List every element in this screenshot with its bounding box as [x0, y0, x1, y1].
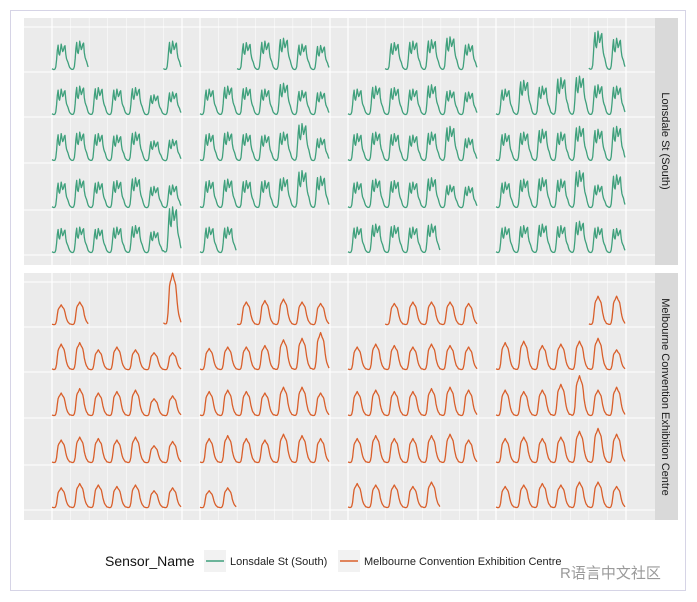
- day-series-line: [51, 131, 182, 162]
- strip-label-mcec: Melbourne Convention Exhibition Centre: [659, 298, 671, 496]
- day-series-line: [495, 375, 626, 417]
- day-series-line: [199, 82, 330, 116]
- day-series-line: [384, 301, 478, 326]
- day-series-line: [51, 436, 182, 464]
- day-series-line: [347, 84, 478, 116]
- plot-frame: [10, 10, 686, 591]
- day-series-line: [495, 337, 626, 371]
- legend-label-lonsdale: Lonsdale St (South): [230, 556, 327, 568]
- panel-background: [24, 273, 655, 520]
- day-series-line: [199, 226, 237, 254]
- day-series-line: [51, 301, 89, 326]
- day-series-line: [199, 386, 330, 417]
- day-series-line: [199, 169, 330, 209]
- day-series-line: [199, 433, 330, 464]
- day-series-line: [199, 331, 330, 371]
- day-series-line: [51, 341, 182, 371]
- day-series-line: [51, 85, 182, 116]
- strip-mcec: Melbourne Convention Exhibition Centre: [655, 273, 678, 520]
- day-series-line: [495, 75, 626, 116]
- strip-lonsdale: Lonsdale St (South): [655, 18, 678, 265]
- legend: Sensor_Name Lonsdale St (South) Melbourn…: [105, 550, 562, 572]
- day-series-line: [495, 220, 626, 254]
- legend-title: Sensor_Name: [105, 553, 195, 569]
- watermark: R语言中文社区: [560, 565, 661, 582]
- day-series-line: [51, 387, 182, 417]
- day-series-line: [347, 177, 478, 209]
- day-series-line: [347, 223, 441, 254]
- day-series-line: [51, 482, 182, 509]
- day-series-line: [384, 36, 478, 71]
- day-series-line: [347, 433, 478, 464]
- day-series-line: [163, 40, 182, 71]
- day-series-line: [236, 37, 330, 71]
- day-series-line: [347, 125, 478, 162]
- day-series-line: [495, 481, 626, 509]
- day-series-line: [236, 298, 330, 326]
- day-series-line: [163, 272, 182, 325]
- day-series-line: [495, 427, 626, 464]
- day-series-line: [347, 481, 441, 509]
- day-series-line: [495, 125, 626, 162]
- day-series-line: [347, 386, 478, 417]
- day-series-line: [51, 177, 182, 209]
- strip-label-lonsdale: Lonsdale St (South): [659, 92, 671, 189]
- day-series-line: [199, 487, 237, 509]
- day-series-line: [347, 343, 478, 371]
- day-series-line: [199, 122, 330, 162]
- legend-label-mcec: Melbourne Convention Exhibition Centre: [364, 556, 562, 568]
- panel-background: [24, 18, 655, 265]
- day-series-line: [588, 295, 626, 326]
- day-series-line: [495, 169, 626, 209]
- day-series-line: [588, 30, 626, 70]
- day-series-line: [51, 40, 89, 71]
- day-series-line: [51, 206, 182, 254]
